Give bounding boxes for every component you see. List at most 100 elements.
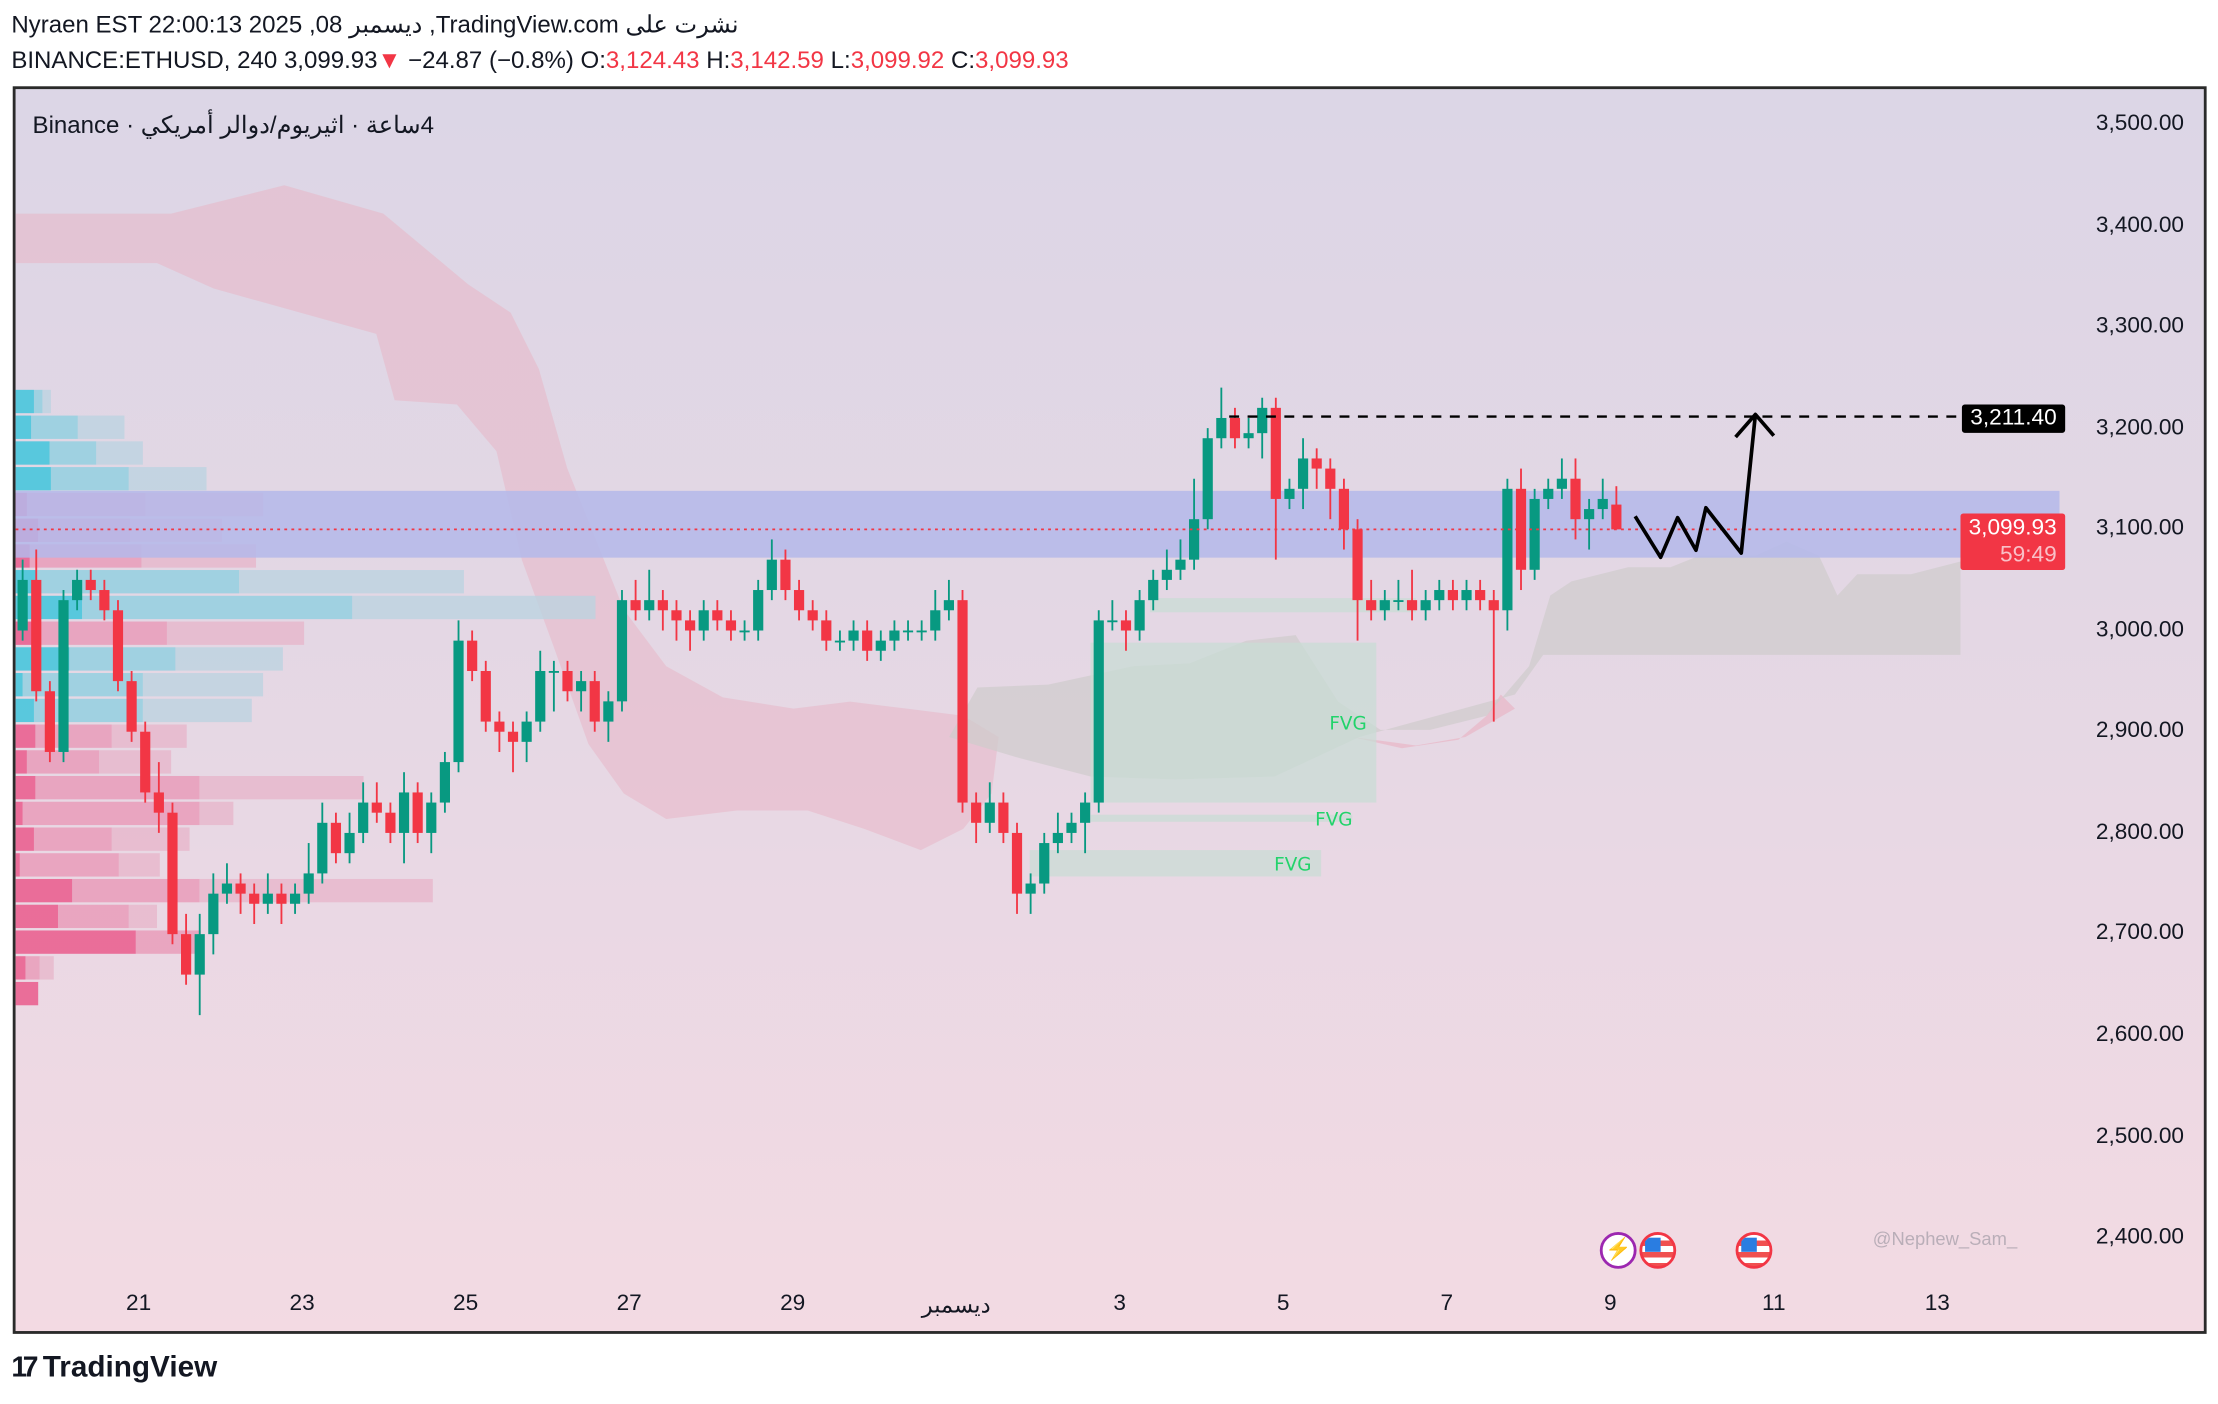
volume-profile-row-light [175,647,283,671]
candle-body [1475,590,1486,601]
candle-body [644,600,655,611]
lightning-bolt-icon[interactable]: ⚡ [1599,1232,1637,1269]
candle-body [780,559,791,591]
volume-profile-row-dark [15,956,26,980]
candle-bullish [72,569,83,611]
us-flag-icon[interactable] [1639,1232,1677,1269]
candle-body [153,792,164,813]
candle-body [507,731,519,742]
date-tick-label: 21 [126,1291,152,1316]
candle-body [99,590,110,611]
price-tick-label: 3,100.00 [2095,516,2184,541]
bar-countdown: 59:49 [2000,543,2057,568]
candle-body [1066,822,1077,833]
volume-profile-row-light [352,595,596,620]
candle-body [426,802,437,833]
candle-body [126,681,137,732]
candle-bearish [99,579,110,621]
date-tick-label: 3 [1113,1291,1127,1316]
candle-bullish [766,539,777,601]
candle-bearish [467,630,478,682]
candle-bullish [1543,478,1554,510]
candle-bullish [1202,428,1213,530]
candle-bullish [262,873,273,914]
volume-profile-row-dark [15,698,34,723]
candle-body [589,681,600,722]
volume-profile-row-dark [15,981,39,1006]
tradingview-logo[interactable]: 17 TradingView [11,1351,217,1385]
drawings[interactable] [15,412,2063,560]
candle-body [235,883,246,894]
candle-body [916,630,927,633]
us-flag-icon[interactable] [1735,1232,1773,1269]
candle-bullish [303,843,314,904]
open-value: 3,124.43 [605,46,700,74]
tradingview-logo-mark: 17 [11,1351,38,1383]
candle-bullish [616,590,628,712]
candle-body [289,893,301,904]
candle-body [875,640,886,651]
candle-body [562,670,573,692]
candle-bullish [1080,792,1091,854]
volume-profile-row-dark [15,467,51,491]
symbol-ohlc-line: BINANCE:ETHUSD, 240 3,099.93▼ −24.87 (−0… [11,47,1068,75]
candle-body [889,630,900,641]
candle-bullish [548,660,559,712]
candle-body [1461,590,1472,601]
candle-bullish [1529,488,1540,580]
candle-body [480,670,491,722]
candle-body [1052,832,1063,844]
price-tick-label: 3,300.00 [2095,314,2184,339]
candle-bullish [930,590,941,641]
candle-bullish [1066,812,1077,844]
volume-profile-row-light [77,415,125,439]
volume-profile-row-mid [49,441,97,465]
price-chart[interactable]: FVG FVG FVG [15,89,2204,1331]
candle-body [957,600,968,803]
candle-body [630,600,641,611]
candle-bearish [276,883,287,925]
candle-bullish [1597,478,1608,520]
last-price: 3,099.93 [283,46,378,74]
candle-bullish [576,670,587,712]
date-tick-label: 27 [616,1291,642,1316]
candle-bullish [916,620,927,641]
candle-bearish [862,620,873,661]
candle-bearish [1229,407,1241,449]
volume-profile-row-light [42,389,51,414]
candle-bearish [140,721,151,803]
candle-bearish [385,802,396,844]
candle-bullish [1107,600,1118,631]
candle-bullish [1161,549,1172,591]
candle-bearish [1570,458,1581,540]
candle-body [1284,488,1295,499]
candle-body [1134,600,1145,631]
volume-profile-row-mid [36,570,240,594]
price-tick-label: 2,600.00 [2095,1022,2184,1047]
candle-body [1556,478,1567,489]
volume-profile-row-mid [57,904,129,929]
candle-body [1161,569,1172,580]
candle-body [1311,458,1322,469]
candle-body [1488,600,1499,611]
volume-profile-row-dark [15,415,32,439]
candle-body [834,640,846,643]
date-tick-label: 23 [289,1291,315,1316]
candle-body [712,610,723,621]
candle-body [317,822,328,874]
candle-bullish [1134,590,1145,641]
date-tick-label: 7 [1440,1291,1454,1316]
candle-bullish [1297,438,1309,510]
candle-bullish [344,812,355,864]
fvg-box [1149,598,1416,613]
candle-bullish [875,630,886,661]
candle-bearish [1338,478,1350,550]
candle-body [1325,468,1336,489]
candle-body [1597,498,1608,510]
chart-pane[interactable]: FVG FVG FVG Binance · يكيرمأ رلاود/مويريثا… [12,86,2207,1334]
date-tick-label: 29 [780,1291,806,1316]
volume-profile-row-dark [15,441,50,465]
candle-body [85,579,96,591]
candle-body [1393,600,1404,602]
candle-bearish [412,782,423,844]
